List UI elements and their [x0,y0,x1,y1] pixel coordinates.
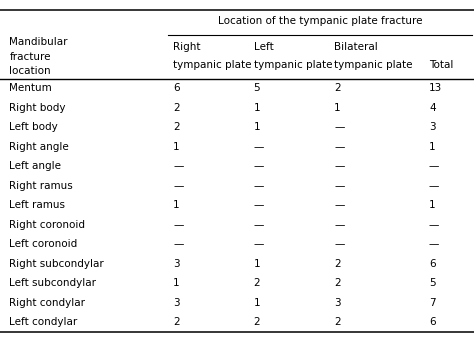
Text: 1: 1 [334,103,341,113]
Text: —: — [173,161,183,172]
Text: —: — [254,200,264,211]
Text: Right body: Right body [9,103,66,113]
Text: —: — [334,142,345,152]
Text: fracture: fracture [9,52,51,62]
Text: 2: 2 [334,83,341,94]
Text: Right subcondylar: Right subcondylar [9,259,104,269]
Text: 1: 1 [173,142,180,152]
Text: 1: 1 [254,122,260,133]
Text: tympanic plate: tympanic plate [173,60,252,71]
Text: —: — [429,181,439,191]
Text: Bilateral: Bilateral [334,42,378,52]
Text: —: — [334,239,345,250]
Text: Left condylar: Left condylar [9,317,78,327]
Text: —: — [173,239,183,250]
Text: Mentum: Mentum [9,83,52,94]
Text: —: — [173,181,183,191]
Text: —: — [429,220,439,230]
Text: 2: 2 [173,103,180,113]
Text: Mandibular: Mandibular [9,37,68,47]
Text: Right coronoid: Right coronoid [9,220,85,230]
Text: —: — [429,239,439,250]
Text: 1: 1 [429,200,436,211]
Text: Right: Right [173,42,201,52]
Text: 2: 2 [334,259,341,269]
Text: Location of the tympanic plate fracture: Location of the tympanic plate fracture [218,16,422,26]
Text: —: — [254,239,264,250]
Text: Left subcondylar: Left subcondylar [9,278,97,288]
Text: 6: 6 [173,83,180,94]
Text: 2: 2 [254,317,260,327]
Text: 2: 2 [173,122,180,133]
Text: Right angle: Right angle [9,142,69,152]
Text: 1: 1 [254,103,260,113]
Text: —: — [254,220,264,230]
Text: 3: 3 [429,122,436,133]
Text: 5: 5 [429,278,436,288]
Text: —: — [334,181,345,191]
Text: —: — [254,142,264,152]
Text: 2: 2 [334,278,341,288]
Text: Left angle: Left angle [9,161,62,172]
Text: 13: 13 [429,83,442,94]
Text: 1: 1 [254,259,260,269]
Text: —: — [334,122,345,133]
Text: location: location [9,66,51,76]
Text: 7: 7 [429,298,436,308]
Text: 6: 6 [429,317,436,327]
Text: —: — [334,220,345,230]
Text: tympanic plate: tympanic plate [254,60,332,71]
Text: 5: 5 [254,83,260,94]
Text: 1: 1 [173,278,180,288]
Text: 2: 2 [173,317,180,327]
Text: Total: Total [429,60,453,71]
Text: —: — [173,220,183,230]
Text: Left body: Left body [9,122,58,133]
Text: Left: Left [254,42,273,52]
Text: 3: 3 [173,298,180,308]
Text: Right condylar: Right condylar [9,298,85,308]
Text: —: — [334,200,345,211]
Text: —: — [429,161,439,172]
Text: 3: 3 [173,259,180,269]
Text: Left coronoid: Left coronoid [9,239,78,250]
Text: —: — [254,181,264,191]
Text: Left ramus: Left ramus [9,200,65,211]
Text: —: — [254,161,264,172]
Text: Right ramus: Right ramus [9,181,73,191]
Text: 2: 2 [334,317,341,327]
Text: tympanic plate: tympanic plate [334,60,413,71]
Text: —: — [334,161,345,172]
Text: 4: 4 [429,103,436,113]
Text: 1: 1 [173,200,180,211]
Text: 1: 1 [254,298,260,308]
Text: 6: 6 [429,259,436,269]
Text: 2: 2 [254,278,260,288]
Text: 3: 3 [334,298,341,308]
Text: 1: 1 [429,142,436,152]
